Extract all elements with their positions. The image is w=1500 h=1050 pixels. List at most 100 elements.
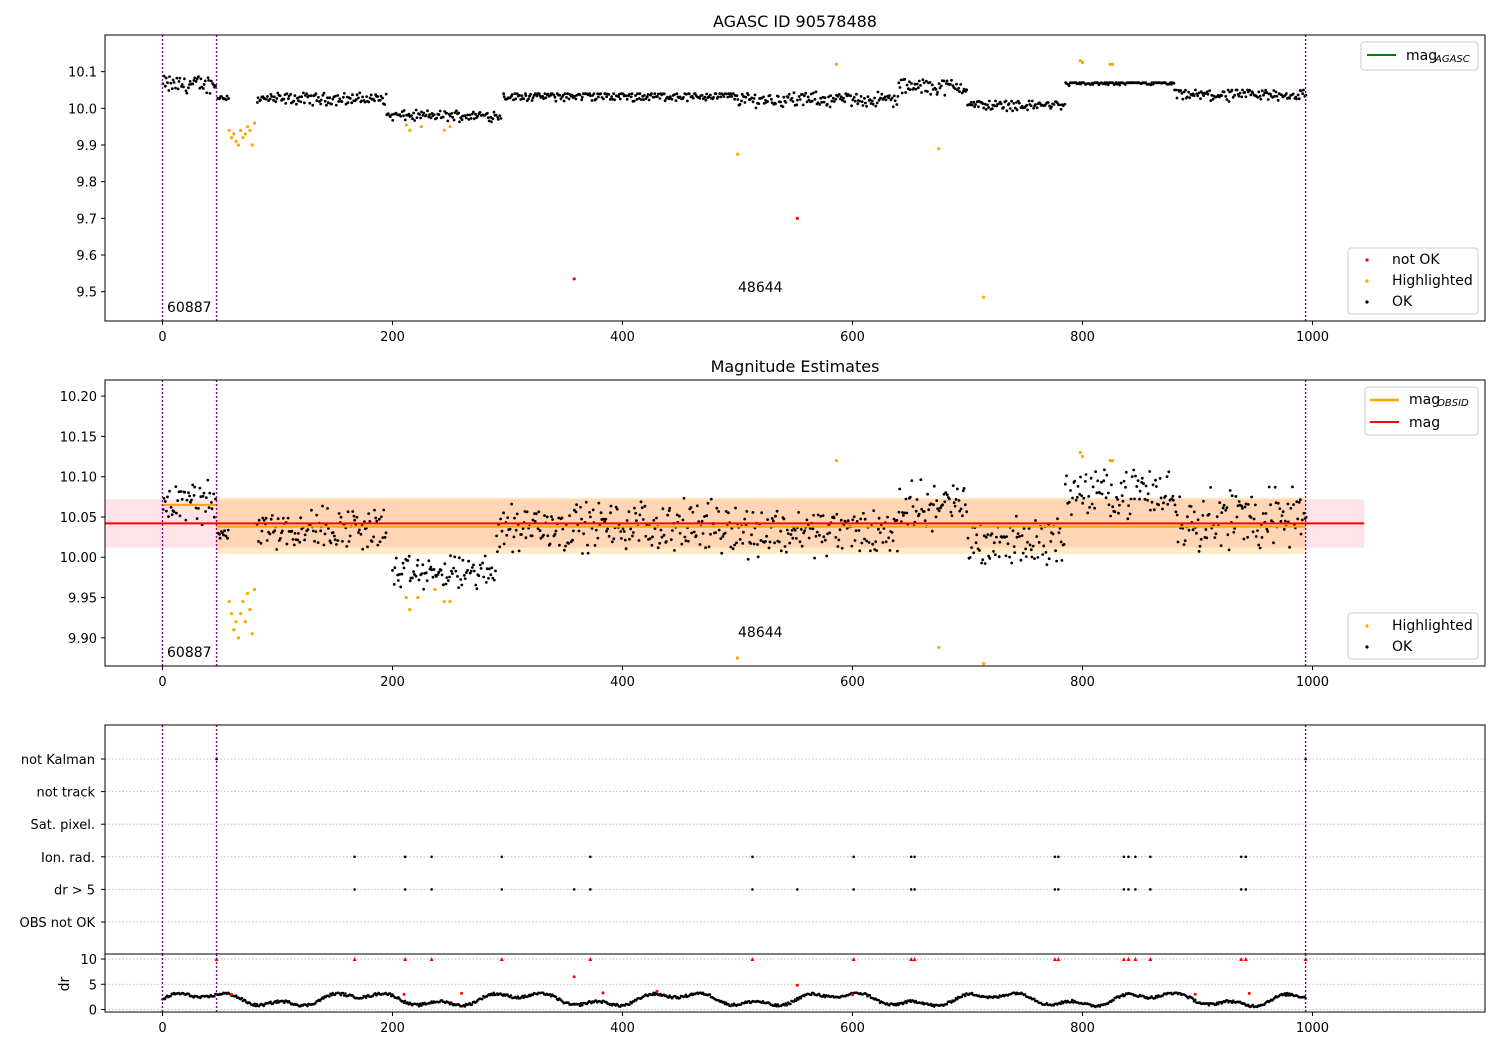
agasc-point-ok — [782, 95, 786, 99]
magnitude-point-ok — [425, 579, 429, 583]
agasc-plot-frame — [104, 34, 1486, 322]
magnitude-point-ok — [1129, 497, 1133, 501]
agasc-point-ok — [270, 95, 274, 98]
dr-point-capped — [909, 957, 914, 962]
dr-point — [905, 1001, 908, 1005]
magnitude-point-ok — [767, 546, 771, 550]
agasc-point-ok — [652, 95, 656, 99]
magnitude-point-ok — [265, 539, 269, 542]
magnitude-point-ok — [1198, 544, 1202, 548]
dr-point — [950, 1001, 953, 1004]
agasc-point-ok — [970, 103, 974, 107]
agasc-point-ok — [784, 101, 788, 104]
agasc-point-ok — [1052, 103, 1056, 106]
agasc-point-ok — [259, 98, 262, 102]
magnitude-point-ok — [816, 513, 820, 517]
agasc-point-ok — [700, 94, 704, 97]
obsid-annotation-48644: 48644 — [738, 280, 783, 296]
magnitude-point-ok — [562, 548, 566, 552]
agasc-point-ok — [285, 92, 289, 96]
agasc-point-ok — [502, 92, 505, 96]
agasc-point-ok — [639, 98, 643, 101]
magnitude-point-highlighted — [243, 620, 247, 624]
agasc-point-ok — [766, 100, 769, 103]
agasc-point-ok — [630, 92, 634, 96]
agasc-point-ok — [256, 96, 260, 100]
magnitude-point-ok — [681, 518, 685, 522]
agasc-point-ok — [450, 112, 454, 115]
magnitude-point-ok — [1186, 515, 1189, 519]
dr-ytick-label: 0 — [89, 1003, 97, 1018]
magnitude-point-ok — [888, 549, 892, 552]
dr-point — [420, 1004, 423, 1007]
magnitude-point-ok — [805, 518, 809, 522]
agasc-point-ok — [369, 93, 373, 97]
agasc-point-ok — [895, 103, 899, 106]
magnitude-point-ok — [839, 518, 843, 522]
agasc-point-ok — [744, 95, 748, 99]
agasc-point-ok — [876, 90, 880, 94]
agasc-point-ok — [430, 112, 434, 115]
magnitude-point-ok — [1269, 503, 1272, 507]
magnitude-point-ok — [474, 583, 478, 587]
agasc-point-ok — [888, 94, 891, 97]
magnitude-point-ok — [1142, 482, 1145, 485]
agasc-point-highlighted — [404, 123, 408, 127]
agasc-point-ok — [381, 96, 384, 100]
flags-point-ion-rad- — [1053, 855, 1057, 859]
flags-point-ion-rad- — [1134, 855, 1137, 859]
agasc-point-ok — [611, 97, 614, 101]
magnitude-point-ok — [650, 543, 654, 547]
magnitude-point-ok — [1178, 495, 1182, 499]
magnitude-point-ok — [852, 515, 856, 519]
agasc-point-ok — [1206, 92, 1210, 96]
magnitude-ytick-label: 10.00 — [60, 551, 97, 566]
agasc-point-ok — [1258, 94, 1262, 98]
agasc-point-ok — [419, 116, 422, 120]
agasc-point-ok — [820, 100, 824, 104]
magnitude-point-ok — [1237, 500, 1241, 503]
magnitude-point-ok — [1031, 544, 1035, 548]
magnitude-point-ok — [257, 518, 261, 522]
magnitude-point-ok — [471, 566, 474, 569]
dr-point — [234, 994, 238, 997]
magnitude-point-ok — [185, 498, 189, 502]
magnitude-point-ok — [199, 495, 203, 499]
magnitude-point-ok — [997, 555, 1001, 559]
agasc-point-ok — [1030, 99, 1034, 103]
agasc-point-ok — [588, 92, 591, 96]
agasc-point-ok — [974, 103, 977, 106]
dr-point — [945, 1002, 949, 1006]
magnitude-point-ok — [1251, 530, 1255, 534]
magnitude-point-ok — [640, 506, 644, 510]
agasc-point-ok — [729, 92, 733, 96]
agasc-point-ok — [958, 90, 961, 93]
agasc-point-ok — [171, 78, 175, 82]
agasc-point-ok — [624, 94, 628, 98]
magnitude-point-ok — [359, 532, 363, 536]
agasc-point-ok — [1194, 88, 1197, 92]
agasc-point-ok — [365, 95, 369, 98]
magnitude-point-ok — [533, 520, 537, 523]
flags-point-ion-rad- — [1057, 855, 1060, 859]
agasc-point-ok — [1188, 96, 1192, 100]
magnitude-point-ok — [1286, 502, 1290, 506]
agasc-point-ok — [422, 111, 426, 115]
flags-category-label: OBS not OK — [20, 916, 96, 931]
agasc-point-ok — [839, 97, 842, 101]
agasc-point-ok — [949, 83, 952, 86]
magnitude-point-ok — [174, 485, 178, 488]
magnitude-point-ok — [936, 507, 940, 511]
agasc-point-ok — [282, 97, 286, 101]
magnitude-point-ok — [206, 478, 210, 482]
magnitude-point-ok — [442, 583, 445, 587]
agasc-point-highlighted — [442, 128, 446, 132]
dr-point — [785, 1004, 789, 1007]
agasc-point-ok — [827, 95, 830, 99]
magnitude-point-ok — [315, 513, 319, 517]
flags-category-label: not Kalman — [21, 753, 95, 768]
magnitude-point-ok — [406, 559, 410, 562]
flags-point-dr-5 — [751, 888, 754, 891]
magnitude-point-ok — [1074, 498, 1078, 502]
